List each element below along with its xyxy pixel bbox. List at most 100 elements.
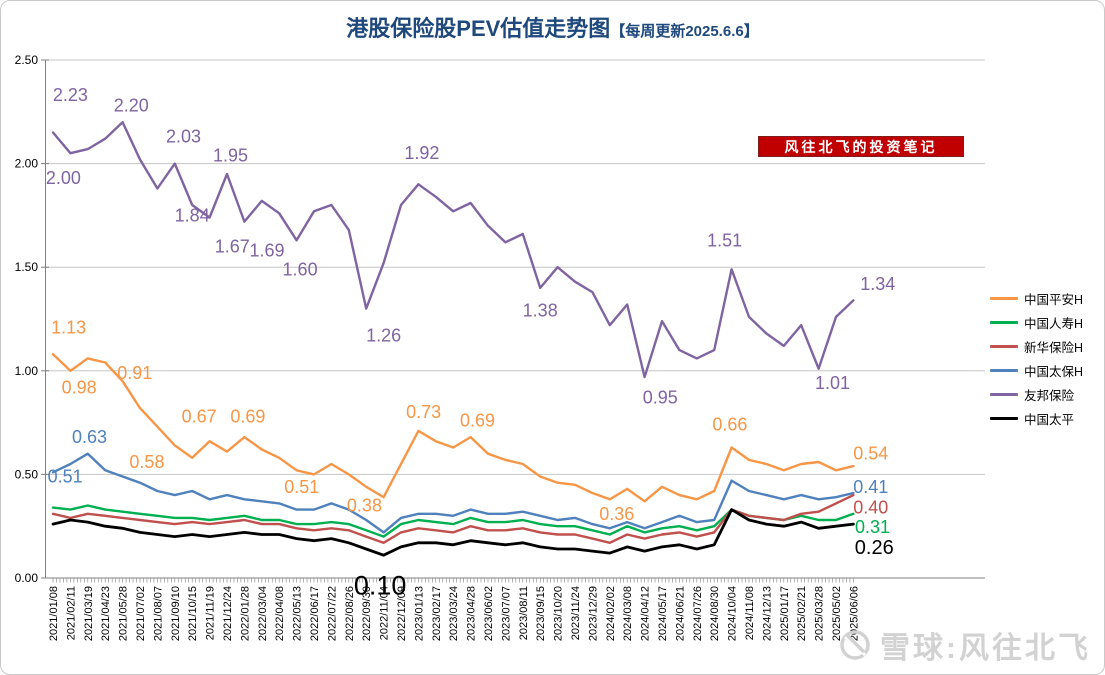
- series-line: [51, 452, 855, 534]
- x-axis-label: 2023/10/20: [553, 586, 565, 641]
- xueqiu-watermark: 雪球:风往北飞: [838, 623, 1091, 667]
- data-label: 0.95: [643, 388, 678, 408]
- data-label: 1.26: [366, 326, 401, 346]
- x-axis-label: 2023/04/28: [466, 586, 478, 641]
- x-axis-label: 2023/12/29: [587, 586, 599, 641]
- x-axis-label: 2024/05/17: [657, 586, 669, 641]
- x-axis-label: 2024/02/02: [605, 586, 617, 641]
- y-axis-label: 1.50: [15, 260, 39, 274]
- data-label: 1.38: [523, 301, 558, 321]
- page-title: 港股保险股PEV估值走势图【每周更新2025.6.6】: [0, 11, 1105, 43]
- data-label: 0.69: [230, 406, 265, 426]
- data-label: 2.00: [46, 168, 81, 188]
- data-label: 0.40: [853, 498, 888, 518]
- data-label: 0.41: [853, 477, 888, 497]
- legend-label: 中国太平: [1024, 413, 1075, 427]
- data-label: 1.51: [707, 230, 742, 250]
- x-axis-label: 2022/03/04: [257, 586, 269, 641]
- legend-item-renshou: 中国人寿H: [990, 316, 1084, 331]
- x-axis-label: 2022/11/04: [379, 586, 391, 640]
- data-label: 0.38: [347, 495, 382, 515]
- legend-label: 中国太保H: [1024, 365, 1084, 379]
- snowball-logo-icon: [840, 630, 870, 660]
- data-label: 0.91: [117, 363, 152, 383]
- data-label: 0.36: [599, 504, 634, 524]
- y-axis-label: 0.00: [15, 571, 39, 585]
- chart-legend: 中国平安H 中国人寿H 新华保险H 中国太保H 友邦保险 中国太平: [990, 292, 1084, 427]
- y-axis-label: 2.00: [15, 157, 39, 171]
- y-axis-label: 2.50: [15, 53, 39, 67]
- data-label: 0.10: [354, 570, 407, 600]
- data-label: 2.03: [166, 127, 201, 147]
- x-axis-label: 2022/07/22: [326, 586, 338, 641]
- x-axis-label: 2021/02/11: [65, 586, 77, 640]
- watermark-text: 雪球:风往北飞: [880, 632, 1091, 665]
- legend-item-taibao: 中国太保H: [990, 364, 1084, 379]
- legend-item-taiping: 中国太平: [990, 412, 1083, 427]
- youbang-line-swatch: [990, 393, 1018, 396]
- x-axis-label: 2024/11/08: [744, 586, 756, 640]
- x-axis-label: 2023/11/24: [570, 586, 582, 640]
- x-axis-label: 2021/07/02: [135, 586, 147, 641]
- data-label: 1.01: [815, 373, 850, 393]
- data-label: 1.92: [404, 143, 439, 163]
- data-label: 1.67: [215, 236, 250, 256]
- chart-title: 港股保险股PEV估值走势图: [346, 16, 611, 41]
- x-axis-label: 2023/02/17: [431, 586, 443, 641]
- x-axis-label: 2024/08/30: [709, 586, 721, 641]
- x-axis-label: 2024/07/26: [692, 586, 704, 641]
- x-axis-label: 2025/03/28: [814, 586, 826, 641]
- xinhua-line-swatch: [990, 345, 1018, 348]
- x-axis-label: 2021/09/10: [170, 586, 182, 641]
- series-line: [51, 504, 855, 538]
- x-axis-label: 2025/06/06: [848, 586, 860, 641]
- data-label: 1.13: [51, 317, 86, 337]
- x-axis-label: 2023/08/11: [518, 586, 530, 640]
- x-axis-label: 2021/04/23: [100, 586, 112, 641]
- data-label: 0.58: [129, 452, 164, 472]
- data-label: 0.66: [712, 415, 747, 435]
- data-label: 0.26: [855, 537, 894, 559]
- x-axis-label: 2021/12/24: [222, 586, 234, 641]
- data-label: 0.31: [855, 517, 890, 537]
- data-label: 1.69: [249, 241, 284, 261]
- data-label: 1.60: [283, 259, 318, 279]
- data-label: 0.51: [48, 466, 83, 486]
- x-axis-label: 2022/12/09: [396, 586, 408, 641]
- x-axis-label: 2022/01/28: [239, 586, 251, 641]
- x-axis-label: 2024/12/13: [761, 586, 773, 641]
- x-axis-label: 2021/01/08: [48, 586, 60, 641]
- y-axis-label: 0.50: [15, 467, 39, 481]
- x-axis-label: 2023/01/13: [413, 586, 425, 641]
- taiping-line-swatch: [990, 417, 1018, 420]
- y-axis-label: 1.00: [15, 364, 39, 378]
- x-axis-label: 2023/06/02: [483, 586, 495, 641]
- x-axis-label: 2021/08/07: [152, 586, 164, 641]
- legend-item-xinhua: 新华保险H: [990, 340, 1083, 355]
- chart-title-update-note: 【每周更新2025.6.6】: [610, 23, 759, 40]
- renshou-line-swatch: [990, 321, 1018, 324]
- x-axis-label: 2023/03/24: [448, 586, 460, 641]
- series-line: [51, 353, 855, 503]
- data-label: 0.98: [62, 377, 97, 397]
- x-axis-label: 2021/05/28: [118, 586, 130, 641]
- legend-label: 中国人寿H: [1024, 317, 1084, 331]
- x-axis-label: 2023/09/15: [535, 586, 547, 641]
- data-label: 0.54: [853, 444, 888, 464]
- data-label: 2.20: [114, 96, 149, 116]
- data-label: 1.84: [175, 205, 210, 225]
- legend-item-youbang: 友邦保险: [990, 388, 1083, 403]
- data-label: 2.23: [53, 85, 88, 105]
- x-axis-label: 2025/01/17: [779, 586, 791, 641]
- x-axis-label: 2021/03/19: [83, 586, 95, 641]
- series-line: [51, 493, 855, 544]
- x-axis-label: 2022/08/26: [344, 586, 356, 641]
- data-label: 1.34: [860, 274, 895, 294]
- x-axis-label: 2023/07/07: [500, 586, 512, 641]
- data-label: 1.95: [213, 145, 248, 165]
- x-axis-label: 2024/04/12: [640, 586, 652, 641]
- legend-label: 中国平安H: [1024, 293, 1084, 307]
- x-axis-label: 2022/04/08: [274, 586, 286, 641]
- x-axis-label: 2021/10/15: [187, 586, 199, 641]
